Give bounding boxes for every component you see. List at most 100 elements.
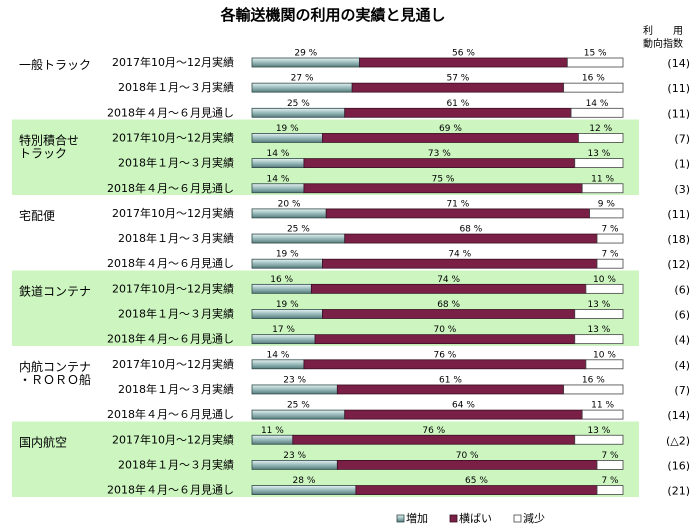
period-label: 2018年１月～３月実績 [118, 382, 234, 396]
data-label-increase: 27 % [291, 74, 314, 84]
data-label-decrease: 9 % [598, 199, 616, 209]
legend: 増加 横ばい 減少 [396, 511, 545, 525]
group-label: 内航コンテナ [19, 359, 91, 374]
bar-increase [251, 107, 346, 118]
data-label-flat: 70 % [456, 451, 479, 461]
index-value: (11) [667, 82, 690, 95]
bar-increase [251, 158, 305, 169]
bar-decrease [589, 208, 624, 219]
data-label-increase: 28 % [293, 476, 316, 486]
bar-increase [251, 183, 305, 194]
data-label-flat: 57 % [446, 74, 469, 84]
bar-flat [344, 409, 583, 420]
index-value: (18) [667, 233, 690, 246]
bar-flat [314, 334, 576, 345]
index-value: (4) [674, 334, 690, 347]
index-value: (△2) [666, 434, 690, 447]
index-header-line2: 動向指数 [643, 37, 683, 50]
legend-label: 横ばい [459, 511, 492, 525]
index-value: (3) [674, 183, 690, 196]
bar-increase [251, 133, 323, 143]
period-label: 2017年10月～12月実績 [112, 55, 234, 69]
period-label: 2017年10月～12月実績 [112, 432, 234, 446]
data-label-decrease: 13 % [587, 149, 610, 159]
data-label-flat: 74 % [448, 250, 471, 260]
bar-flat [310, 283, 587, 294]
data-label-increase: 17 % [272, 325, 295, 335]
data-label-flat: 64 % [452, 401, 475, 411]
group-label: 特別積合せ [19, 133, 79, 148]
period-label: 2017年10月～12月実績 [112, 130, 234, 144]
group-highlight [12, 270, 639, 346]
bar-increase [251, 409, 346, 420]
data-label-flat: 68 % [437, 300, 460, 310]
bar-increase [251, 485, 357, 495]
data-label-flat: 75 % [432, 174, 455, 184]
bar-increase [251, 233, 346, 244]
data-label-flat: 65 % [465, 476, 488, 486]
data-label-flat: 69 % [439, 124, 462, 134]
period-label: 2018年４月～６月見通し [107, 256, 234, 270]
period-label: 2018年４月～６月見通し [107, 332, 234, 346]
data-label-flat: 76 % [422, 426, 445, 436]
data-label-increase: 23 % [283, 451, 306, 461]
data-label-decrease: 10 % [593, 275, 616, 285]
data-label-flat: 73 % [428, 149, 451, 159]
period-label: 2018年４月～６月見通し [107, 483, 234, 497]
index-value: (7) [674, 132, 690, 145]
bar-increase [251, 359, 305, 370]
data-label-decrease: 11 % [591, 401, 614, 411]
index-value: (4) [674, 359, 690, 372]
bar-flat [344, 233, 598, 244]
period-label: 2018年１月～３月実績 [118, 80, 234, 94]
data-label-flat: 74 % [437, 275, 460, 285]
index-value: (7) [674, 384, 690, 397]
bar-flat [359, 57, 568, 68]
data-label-flat: 70 % [433, 325, 456, 335]
data-label-flat: 61 % [439, 375, 462, 385]
data-label-flat: 68 % [459, 225, 482, 235]
bar-flat [351, 82, 565, 93]
data-label-decrease: 15 % [584, 49, 607, 59]
data-label-flat: 71 % [446, 199, 469, 209]
bar-increase [251, 309, 323, 319]
bar-increase [251, 258, 323, 269]
index-value: (11) [667, 208, 690, 221]
index-value: (21) [667, 485, 690, 498]
legend-label: 増加 [406, 512, 428, 525]
data-label-decrease: 11 % [591, 174, 614, 184]
period-label: 2018年１月～３月実績 [118, 231, 234, 245]
group-label: 国内航空 [19, 435, 67, 450]
bar-decrease [563, 82, 624, 93]
bar-flat [336, 459, 598, 470]
bar-flat [292, 434, 576, 445]
bar-increase [251, 459, 338, 470]
bar-decrease [566, 57, 624, 68]
data-label-decrease: 10 % [593, 350, 616, 360]
data-label-increase: 25 % [287, 99, 310, 109]
group-label: 一般トラック [19, 57, 91, 72]
group-label: 鉄道コンテナ [19, 284, 91, 299]
data-label-decrease: 13 % [587, 300, 610, 310]
period-label: 2017年10月～12月実績 [112, 281, 234, 295]
bar-flat [344, 107, 572, 118]
bar-increase [251, 82, 353, 93]
legend-swatch [449, 514, 458, 523]
index-value: (12) [667, 258, 690, 271]
bar-flat [303, 359, 587, 370]
data-label-decrease: 12 % [589, 124, 612, 134]
data-label-increase: 25 % [287, 225, 310, 235]
bar-decrease [563, 384, 624, 395]
index-value: (6) [674, 309, 690, 322]
data-label-increase: 20 % [278, 199, 301, 209]
bar-decrease [585, 283, 624, 294]
data-label-increase: 14 % [267, 350, 290, 360]
bar-decrease [596, 485, 624, 495]
bar-decrease [574, 309, 624, 319]
group-label: ・ＲＯＲＯ船 [19, 373, 91, 387]
group-label: 宅配便 [19, 208, 55, 223]
index-header-line1: 利 用 [643, 25, 683, 37]
data-label-increase: 19 % [276, 124, 299, 134]
bar-flat [322, 133, 579, 143]
